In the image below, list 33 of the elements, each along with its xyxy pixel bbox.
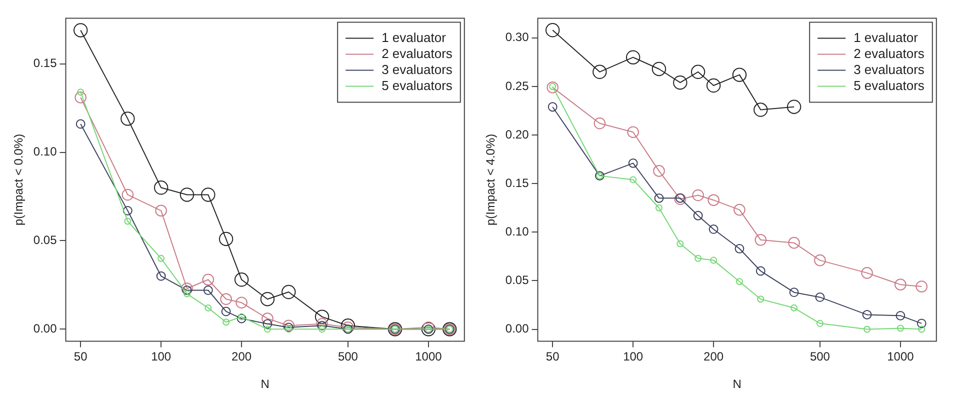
y-tick-label: 0.30: [505, 30, 530, 44]
y-axis-title: p(Impact < 4.0%): [484, 134, 498, 226]
y-tick-label: 0.10: [505, 224, 530, 238]
x-tick-label: 200: [704, 350, 724, 364]
legend-label: 3 evaluators: [382, 62, 453, 77]
y-tick-label: 0.25: [505, 78, 530, 93]
y-axis-title: p(Impact < 0.0%): [12, 134, 26, 226]
legend-label: 2 evaluators: [854, 46, 925, 61]
x-axis-title: N: [732, 377, 742, 392]
legend-label: 3 evaluators: [854, 62, 925, 77]
x-tick-label: 50: [546, 350, 560, 364]
x-tick-label: 50: [74, 350, 88, 364]
x-tick-label: 500: [810, 350, 830, 364]
y-tick-label: 0.00: [33, 321, 58, 336]
legend-label: 5 evaluators: [854, 78, 925, 93]
legend-label: 2 evaluators: [382, 46, 453, 61]
y-tick-label: 0.15: [505, 176, 530, 190]
x-tick-label: 1000: [415, 350, 442, 364]
y-tick-label: 0.05: [505, 273, 530, 288]
y-tick-label: 0.00: [505, 322, 530, 336]
x-tick-label: 100: [623, 350, 644, 364]
y-tick-label: 0.05: [33, 233, 58, 248]
y-tick-label: 0.15: [33, 56, 58, 70]
y-tick-label: 0.20: [505, 127, 530, 142]
legend-label: 5 evaluators: [382, 78, 453, 93]
y-tick-label: 0.10: [33, 144, 58, 159]
legend-label: 1 evaluator: [854, 30, 919, 45]
x-axis-title: N: [260, 377, 270, 392]
x-tick-label: 500: [338, 350, 358, 364]
x-tick-label: 100: [151, 350, 172, 364]
legend-label: 1 evaluator: [382, 30, 447, 45]
x-tick-label: 1000: [887, 350, 914, 364]
x-tick-label: 200: [232, 350, 252, 364]
